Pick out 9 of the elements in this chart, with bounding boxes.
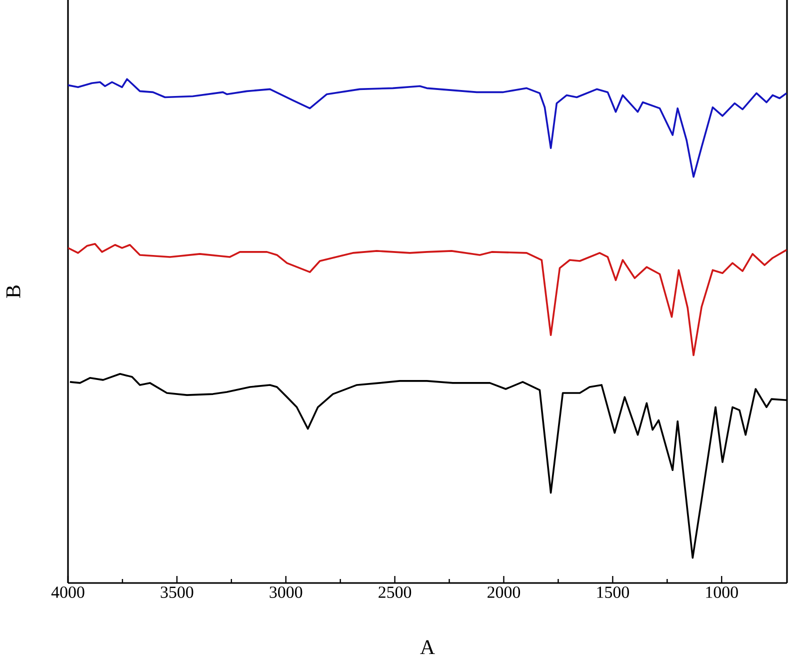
x-tick-label: 2000	[488, 586, 520, 598]
x-tick-label: 2500	[378, 586, 412, 598]
x-tick-label: 3000	[270, 586, 302, 598]
x-tick-label: 1000	[706, 586, 738, 598]
x-tick-label: 4000	[51, 586, 84, 598]
x-axis-title: A	[420, 640, 435, 654]
x-tick-label: 3500	[160, 586, 194, 598]
y-axis-title: B	[6, 286, 20, 298]
x-tick-label: 1500	[597, 586, 629, 598]
